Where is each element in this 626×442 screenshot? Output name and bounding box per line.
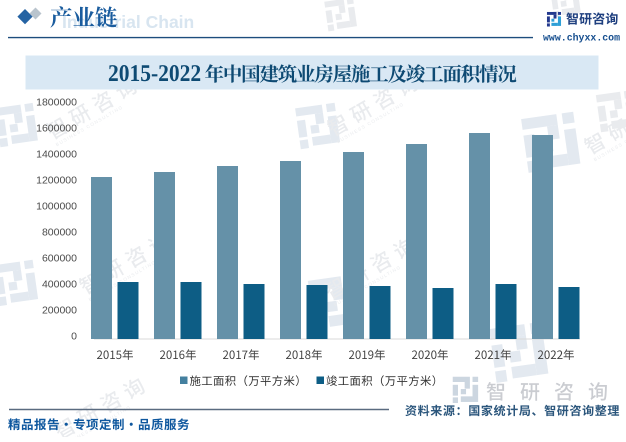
svg-text:200000: 200000 [42,305,77,317]
svg-text:600000: 600000 [42,253,77,265]
svg-text:1800000: 1800000 [36,97,77,109]
svg-text:0: 0 [71,331,77,343]
svg-text:www.chyxx.com: www.chyxx.com [543,33,620,44]
svg-text:800000: 800000 [42,227,77,239]
svg-text:1200000: 1200000 [36,175,77,187]
svg-text:1400000: 1400000 [36,149,77,161]
svg-text:1000000: 1000000 [36,201,77,213]
svg-text:400000: 400000 [42,279,77,291]
svg-text:1600000: 1600000 [36,123,77,135]
